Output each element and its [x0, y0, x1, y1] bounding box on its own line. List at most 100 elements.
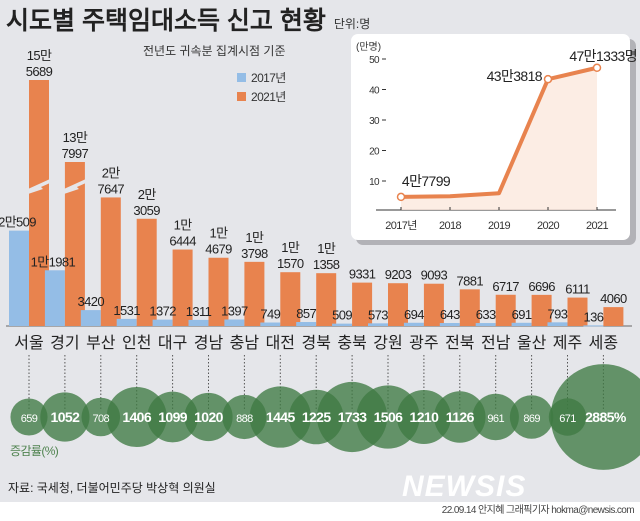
bar-label-2017: 1311: [186, 304, 212, 319]
bar-2021-부산: [100, 197, 121, 326]
bar-label-2021-top: 2만: [102, 165, 121, 180]
category-label: 전남: [481, 334, 511, 352]
bar-label-2017: 1만1981: [31, 254, 76, 269]
bar-label-2021: 4060: [600, 291, 627, 306]
bar-label-2017: 633: [476, 307, 496, 322]
bar-label-2021: 7881: [457, 273, 484, 288]
unit-label: 단위:명: [334, 17, 370, 31]
bar-label-2021: 1570: [277, 256, 304, 271]
bubble-전남: [472, 393, 519, 441]
bar-2017-부산: [80, 310, 101, 326]
bar-label-2021-top: 1만: [174, 218, 193, 233]
bar-2017-대전: [260, 322, 281, 326]
bubble-value: 1052: [51, 409, 81, 425]
bar-2021-울산: [531, 294, 552, 326]
line-area: [401, 67, 597, 210]
bar-2017-인천: [116, 318, 137, 326]
line-point-label: 47만1333명: [569, 48, 637, 64]
x-tick-label: 2020: [537, 220, 560, 232]
bar-label-2017: 2만509: [0, 215, 36, 230]
bar-label-2021-top: 1만: [245, 230, 264, 245]
y-axis-unit: (만명): [356, 41, 381, 53]
bubble-value: 1126: [446, 409, 475, 425]
bubble-인천: [106, 386, 167, 448]
bar-chart: 2만50915만5689서울1만198113만7997경기34202만7647부…: [0, 48, 632, 352]
category-label: 제주: [553, 334, 582, 352]
bar-2021-세종: [603, 307, 624, 326]
y-tick-label: 30: [369, 116, 380, 127]
line-point: [396, 192, 406, 202]
line-series: [400, 65, 598, 199]
bubble-value: 961: [487, 413, 504, 425]
category-label: 강원: [373, 334, 402, 352]
bar-2017-전북: [439, 323, 460, 326]
bar-2021-서울: [29, 80, 49, 326]
bar-label-2021: 1358: [313, 257, 340, 272]
bar-label-2021: 7997: [62, 146, 89, 161]
bar-label-2021: 7647: [98, 181, 125, 196]
category-label: 인천: [122, 334, 151, 352]
category-label: 충북: [337, 334, 366, 352]
bar-2021-대구: [172, 249, 193, 326]
bubble-value: 1225: [302, 409, 332, 425]
bubble-광주: [396, 389, 451, 445]
bubble-대구: [147, 391, 198, 443]
legend: 2017년 2021년: [237, 71, 286, 104]
category-label: 충남: [230, 334, 260, 352]
bubble-경기: [40, 392, 90, 442]
bar-2017-울산: [511, 322, 532, 326]
bar-label-2021: 9203: [385, 267, 412, 282]
y-tick-label: 40: [369, 86, 380, 97]
bar-2017-제주: [547, 322, 568, 326]
bar-label-2021-top: 1만: [317, 241, 336, 256]
category-label: 경북: [301, 334, 330, 352]
bubble-value: 2885%: [585, 409, 627, 425]
legend-swatch-2021: [237, 92, 246, 101]
subtitle: 전년도 귀속분 집계시점 기준: [143, 44, 285, 58]
category-label: 대구: [158, 334, 187, 352]
bar-label-2021: 4679: [205, 242, 232, 257]
bar-label-2021: 6111: [565, 282, 590, 297]
bubble-경남: [184, 392, 233, 442]
bar-2017-경기: [44, 270, 65, 326]
bar-2017-대구: [152, 319, 173, 326]
bubble-value: 1406: [122, 409, 152, 425]
legend-label-2017: 2017년: [251, 71, 286, 85]
bar-label-2017: 1397: [221, 304, 248, 319]
inset-line-chart: (만명) 10 20 30 40 50 2017년 2018 2019 2020 2021 4만779…: [351, 34, 638, 245]
bubble-value: 869: [523, 413, 540, 425]
bar-2017-광주: [403, 322, 424, 326]
legend-label-2021: 2021년: [251, 90, 286, 104]
bar-label-2017: 793: [548, 306, 568, 321]
bar-label-2017: 691: [512, 307, 532, 322]
bubble-value: 1210: [410, 409, 440, 425]
bar-label-2021: 6444: [169, 234, 196, 249]
bar-label-2017: 1372: [149, 304, 176, 319]
source-text: 자료: 국세청, 더불어민주당 박상혁 의원실: [8, 481, 216, 495]
bar-label-2017: 1531: [113, 303, 140, 318]
bar-2021-충남: [244, 261, 265, 326]
bubble-label: 증감률(%): [10, 444, 59, 458]
bar-2017-서울: [9, 230, 29, 326]
y-tick-label: 20: [369, 147, 380, 158]
y-tick-label: 50: [369, 55, 380, 66]
x-tick-label: 2021: [586, 220, 609, 232]
bubble-세종: [550, 364, 640, 470]
bar-2017-강원: [368, 323, 388, 326]
bubble-value: 1506: [374, 409, 404, 425]
category-label: 대전: [266, 334, 295, 352]
bar-label-2017: 749: [260, 307, 280, 322]
bar-label-2017: 643: [440, 307, 460, 322]
bar-label-2017: 509: [332, 308, 352, 323]
bubble-value: 1445: [266, 409, 296, 425]
bar-label-2017: 573: [368, 307, 388, 322]
x-tick-label: 2018: [439, 220, 462, 232]
category-label: 광주: [409, 334, 438, 352]
bar-2021-전북: [459, 289, 480, 326]
bubble-value: 1733: [338, 409, 368, 425]
bar-label-2021-top: 13만: [63, 130, 88, 145]
bar-2017-경북: [296, 322, 317, 326]
bar-2021-경기: [64, 162, 85, 326]
category-label: 경남: [194, 334, 224, 352]
